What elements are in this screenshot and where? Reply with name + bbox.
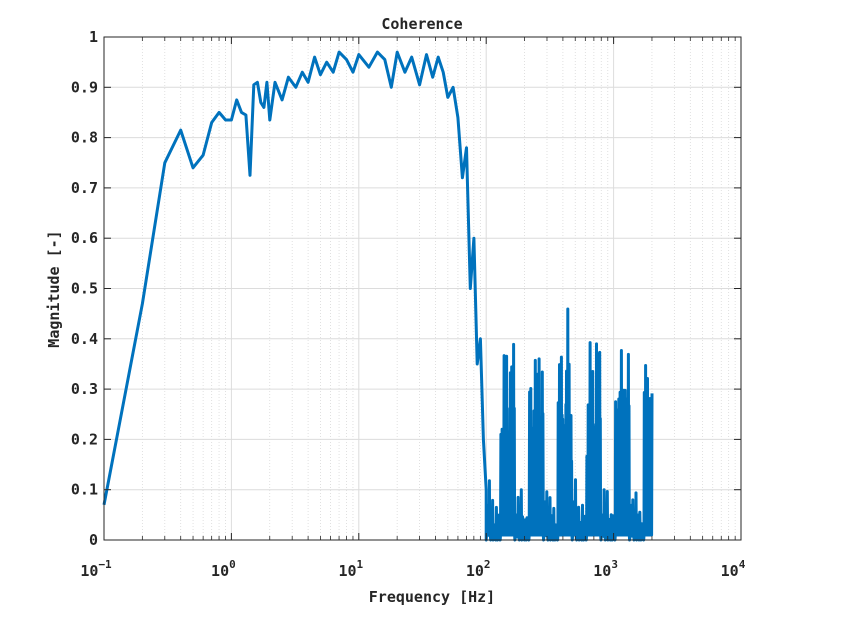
y-axis-label: Magnitude [-] bbox=[45, 230, 63, 347]
chart-title: Coherence bbox=[381, 15, 462, 33]
y-tick-labels: 0 0.1 0.2 0.3 0.4 0.5 0.6 0.7 0.8 0.9 1 bbox=[71, 28, 98, 549]
data-series bbox=[102, 50, 654, 542]
y-tick-label: 0.7 bbox=[71, 179, 98, 197]
y-tick-label: 0 bbox=[89, 531, 98, 549]
x-tick-label: 102 bbox=[466, 558, 491, 580]
x-tick-label: 100 bbox=[211, 558, 236, 580]
y-tick-label: 0.3 bbox=[71, 380, 98, 398]
y-tick-label: 0.1 bbox=[71, 481, 98, 499]
x-tick-label: 104 bbox=[721, 558, 746, 580]
coherence-line bbox=[102, 50, 654, 542]
y-tick-label: 1 bbox=[89, 28, 98, 46]
x-tick-label: 10−1 bbox=[80, 558, 112, 580]
y-tick-label: 0.4 bbox=[71, 330, 98, 348]
x-tick-label: 101 bbox=[338, 558, 363, 580]
y-tick-label: 0.9 bbox=[71, 78, 98, 96]
y-tick-label: 0.5 bbox=[71, 280, 98, 298]
axis-ticks bbox=[103, 36, 742, 541]
major-grid bbox=[103, 36, 742, 541]
x-tick-label: 103 bbox=[593, 558, 618, 580]
y-tick-label: 0.8 bbox=[71, 129, 98, 147]
x-tick-labels: 10−1 100 101 102 103 104 bbox=[80, 558, 745, 580]
y-tick-label: 0.6 bbox=[71, 229, 98, 247]
y-tick-label: 0.2 bbox=[71, 430, 98, 448]
x-axis-label: Frequency [Hz] bbox=[369, 588, 495, 606]
